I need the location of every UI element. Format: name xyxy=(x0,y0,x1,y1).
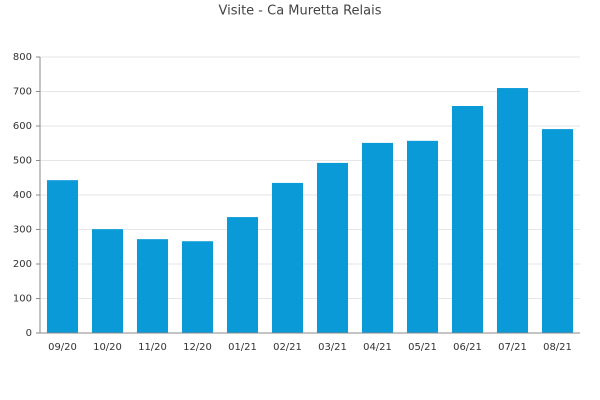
bar xyxy=(406,140,439,333)
x-tick-label: 02/21 xyxy=(273,342,302,353)
x-tick-label: 09/20 xyxy=(48,342,77,353)
y-tick-label: 0 xyxy=(26,328,32,339)
bar xyxy=(271,182,304,333)
y-tick-label: 100 xyxy=(13,294,32,305)
bar xyxy=(181,241,214,333)
x-tick-label: 11/20 xyxy=(138,342,167,353)
x-tick-label: 03/21 xyxy=(318,342,347,353)
x-tick-label: 07/21 xyxy=(498,342,527,353)
y-tick-label: 600 xyxy=(13,121,32,132)
x-tick-label: 06/21 xyxy=(453,342,482,353)
y-tick-label: 200 xyxy=(13,259,32,270)
x-tick-label: 10/20 xyxy=(93,342,122,353)
bar xyxy=(136,239,169,333)
bar xyxy=(91,229,124,333)
y-tick-label: 700 xyxy=(13,87,32,98)
bar xyxy=(361,142,394,333)
bar xyxy=(226,217,259,333)
bar xyxy=(46,180,79,333)
bar xyxy=(541,129,574,333)
chart-title: Visite - Ca Muretta Relais xyxy=(218,4,381,19)
x-tick-label: 08/21 xyxy=(543,342,572,353)
x-tick-label: 12/20 xyxy=(183,342,212,353)
bar xyxy=(316,162,349,333)
y-tick-label: 300 xyxy=(13,225,32,236)
y-tick-label: 500 xyxy=(13,156,32,167)
bar xyxy=(451,105,484,334)
y-tick-label: 400 xyxy=(13,190,32,201)
x-tick-label: 04/21 xyxy=(363,342,392,353)
x-tick-label: 01/21 xyxy=(228,342,257,353)
y-tick-label: 800 xyxy=(13,52,32,63)
bar xyxy=(496,88,529,333)
x-tick-label: 05/21 xyxy=(408,342,437,353)
